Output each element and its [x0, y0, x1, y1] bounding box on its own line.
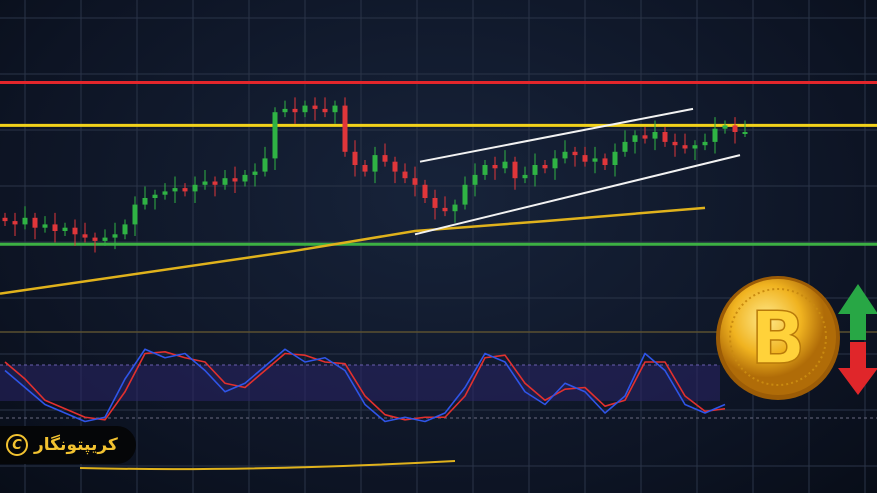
candle-body	[362, 165, 368, 172]
candle-body	[262, 158, 268, 172]
candle-body	[562, 151, 568, 159]
coin-face	[720, 279, 836, 395]
candle-body	[172, 188, 178, 192]
candle-body	[152, 194, 158, 198]
candle-body	[592, 158, 598, 162]
candle-body	[72, 227, 78, 235]
candle-body	[462, 184, 468, 205]
candle-body	[572, 151, 578, 156]
candle-body	[582, 155, 588, 162]
candle-body	[432, 198, 438, 208]
candle-body	[302, 105, 308, 113]
candle-body	[402, 171, 408, 179]
candle-body	[102, 237, 108, 241]
candle-body	[412, 178, 418, 185]
candle-body	[202, 181, 208, 185]
candle-body	[222, 178, 228, 185]
candle-body	[112, 234, 118, 238]
bitcoin-symbol: B	[751, 296, 806, 380]
candle-body	[232, 178, 238, 182]
candle-body	[642, 135, 648, 139]
arrow-down-icon	[838, 342, 877, 395]
candle-body	[552, 158, 558, 169]
candle-body	[502, 161, 508, 169]
candle-body	[632, 135, 638, 142]
channel-upper-line	[419, 107, 694, 163]
candle-body	[132, 204, 138, 225]
candle-body	[522, 174, 528, 179]
candle-body	[452, 204, 458, 212]
candle-body	[662, 132, 668, 142]
brand-logo: C کریپتونگار	[0, 426, 136, 464]
oscillator-slow-line	[4, 351, 726, 421]
candle-body	[82, 234, 88, 238]
candle-body	[742, 132, 748, 134]
candle-body	[282, 108, 288, 113]
candle-body	[322, 108, 328, 113]
candle-body	[92, 237, 98, 241]
candle-body	[62, 227, 68, 231]
candle-body	[542, 165, 548, 169]
candle-body	[652, 132, 658, 139]
candle-body	[712, 128, 718, 142]
candle-body	[722, 125, 728, 129]
candle-body	[492, 165, 498, 169]
candle-body	[422, 184, 428, 198]
arrow-up-icon	[838, 284, 877, 340]
channel-lower-line	[414, 154, 741, 236]
candle-body	[142, 198, 148, 205]
candle-body	[212, 181, 218, 185]
candle-body	[672, 141, 678, 146]
candle-body	[532, 165, 538, 175]
candle-body	[122, 224, 128, 235]
candle-body	[42, 224, 48, 228]
candle-body	[182, 188, 188, 192]
candle-body	[342, 105, 348, 152]
candle-body	[392, 161, 398, 172]
candle-body	[352, 151, 358, 165]
brand-name: کریپتونگار	[34, 435, 118, 455]
candle-body	[2, 217, 8, 222]
candle-body	[242, 174, 248, 182]
coin-ring	[729, 288, 827, 386]
candle-body	[472, 174, 478, 185]
candle-body	[692, 145, 698, 149]
bottom-indicator-line	[79, 460, 456, 471]
candle-body	[32, 217, 38, 228]
candle-body	[22, 217, 28, 225]
candle-body	[482, 165, 488, 175]
candle-body	[442, 207, 448, 212]
brand-mark-icon: C	[6, 434, 28, 456]
candle-body	[192, 184, 198, 192]
moving-average-line	[0, 206, 706, 295]
candle-body	[612, 151, 618, 165]
candle-body	[602, 158, 608, 165]
candle-body	[332, 105, 338, 113]
candle-body	[732, 125, 738, 132]
candle-body	[372, 155, 378, 172]
candle-body	[252, 171, 258, 175]
candle-body	[162, 191, 168, 195]
oscillator-fast-line	[4, 348, 726, 423]
candle-body	[12, 221, 18, 225]
candle-body	[702, 141, 708, 146]
candle-body	[272, 112, 278, 159]
candle-body	[312, 105, 318, 109]
candle-body	[52, 224, 58, 231]
candle-body	[622, 141, 628, 152]
candle-body	[292, 108, 298, 113]
candle-body	[682, 145, 688, 149]
candle-body	[382, 155, 388, 162]
candle-body	[512, 161, 518, 179]
